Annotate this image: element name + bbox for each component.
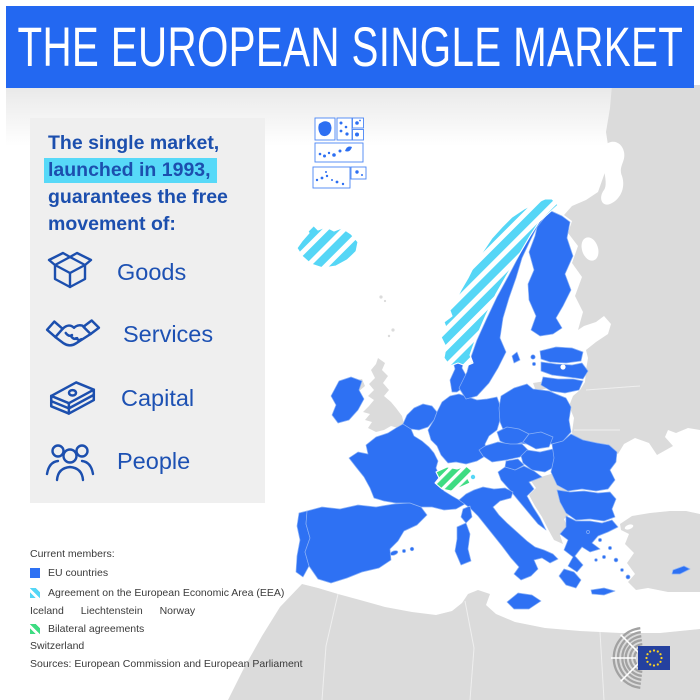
switzerland [434, 465, 473, 492]
page-title: THE EUROPEAN SINGLE MARKET [17, 15, 683, 78]
legend-heading: Current members: [30, 548, 115, 560]
legend-item-eu: EU countries [30, 567, 108, 579]
gotland [511, 351, 521, 364]
map-region-non-eu [228, 85, 700, 700]
legend-eea-countries: Iceland Liechtenstein Norway [30, 605, 195, 617]
finland [527, 210, 574, 337]
intro-panel: The single market, launched in 1993, gua… [30, 118, 265, 503]
freedom-services: Services [45, 316, 213, 352]
inset-azores [315, 171, 345, 186]
aegean-islands [586, 530, 631, 580]
map-region-eea [296, 198, 559, 367]
intro-line-4: movement of: [48, 213, 176, 235]
freedom-capital: Capital [45, 376, 194, 420]
legend-bilateral-countries: Switzerland [30, 640, 84, 652]
corsica [460, 505, 473, 524]
banknotes-icon [49, 381, 96, 415]
hemicycle-dividers [611, 634, 639, 682]
crete [590, 587, 616, 596]
lake-ladoga [581, 237, 599, 261]
intro-text: The single market, launched in 1993, gua… [44, 130, 228, 238]
handshake-icon [45, 319, 101, 347]
inset-french-guiana [318, 121, 332, 137]
eea-swatch [30, 588, 40, 598]
freedom-goods: Goods [45, 248, 186, 296]
inset-canary-islands [318, 146, 352, 158]
bilateral-swatch [30, 624, 40, 634]
liechtenstein [470, 474, 476, 480]
intro-line-1: The single market, [48, 132, 220, 154]
freedom-label: Capital [121, 384, 195, 411]
header-banner: THE EUROPEAN SINGLE MARKET [6, 6, 694, 88]
legend-item-bilateral: Bilateral agreements [30, 623, 144, 635]
north-africa [228, 584, 700, 700]
map-region-eu [295, 210, 691, 610]
intro-line-2: launched in 1993, [44, 157, 228, 184]
sweden [458, 211, 550, 400]
freedom-label: People [117, 447, 191, 474]
sardinia [454, 522, 472, 566]
freedom-people: People [45, 440, 190, 482]
box-icon [47, 251, 93, 289]
white-sea [601, 141, 625, 205]
turkey [620, 511, 700, 592]
norway [440, 198, 559, 367]
eea-country: Norway [159, 605, 196, 617]
eu-flag [638, 646, 670, 670]
legend-label: Agreement on the European Economic Area … [48, 587, 285, 599]
iceland [296, 224, 359, 269]
sources-note: Sources: European Commission and Europea… [30, 658, 303, 670]
ireland [330, 376, 365, 424]
bilateral-country: Switzerland [30, 640, 85, 652]
freedom-label: Goods [117, 258, 187, 285]
cyprus [671, 565, 691, 575]
intro-line-3: guarantees the free [48, 186, 228, 208]
overseas-territories-inset [312, 117, 367, 189]
people-icon [45, 444, 95, 482]
balearic-islands [389, 546, 415, 556]
eu-flag-stars [645, 649, 663, 667]
legend-label: EU countries [48, 567, 109, 579]
legend-label: Bilateral agreements [48, 623, 145, 635]
western-balkans [529, 472, 575, 544]
eu-swatch [30, 568, 40, 578]
eea-country: Iceland [30, 605, 64, 617]
eea-country: Liechtenstein [80, 605, 143, 617]
sicily [506, 592, 542, 610]
united-kingdom [363, 358, 404, 432]
freedom-label: Services [123, 320, 214, 347]
european-parliament-logo [611, 627, 670, 689]
highlight-launched-1993: launched in 1993, [44, 158, 217, 183]
legend-item-eea: Agreement on the European Economic Area … [30, 587, 284, 599]
inset-madeira [355, 170, 363, 176]
